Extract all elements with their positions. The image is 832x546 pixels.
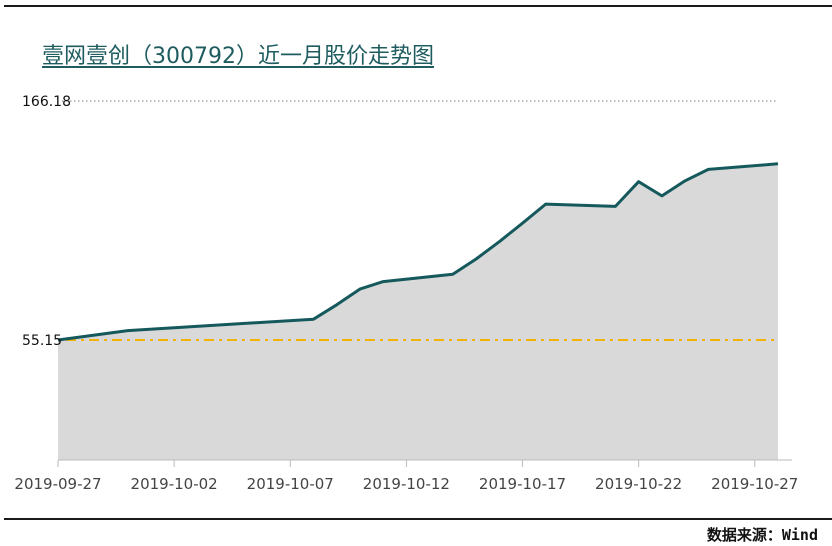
- x-tick-label: 2019-09-27: [14, 475, 101, 493]
- bottom-rule: [4, 518, 832, 520]
- price-area: [58, 163, 778, 461]
- x-tick-label: 2019-10-12: [363, 475, 450, 493]
- x-tick-label: 2019-10-07: [247, 475, 334, 493]
- reference-lines: [62, 100, 778, 341]
- x-tick-label: 2019-10-17: [479, 475, 566, 493]
- chart-title: 壹网壹创（300792）近一月股价走势图: [42, 44, 434, 69]
- y-label-max: 166.18: [22, 94, 71, 110]
- y-label-min: 55.15: [22, 333, 62, 349]
- price-line: [57, 162, 779, 342]
- x-tick-label: 2019-10-22: [595, 475, 682, 493]
- data-source-note: 数据来源：Wind: [706, 526, 818, 544]
- x-tick-label: 2019-10-27: [711, 475, 798, 493]
- x-axis: 2019-09-27 2019-10-02 2019-10-07 2019-10-12…: [14, 459, 798, 493]
- price-area-layer: [58, 163, 778, 461]
- top-rule: [4, 5, 832, 7]
- y-axis-labels: 166.18 55.15: [22, 94, 71, 349]
- x-tick-label: 2019-10-02: [131, 475, 218, 493]
- price-line-layer: [57, 162, 779, 342]
